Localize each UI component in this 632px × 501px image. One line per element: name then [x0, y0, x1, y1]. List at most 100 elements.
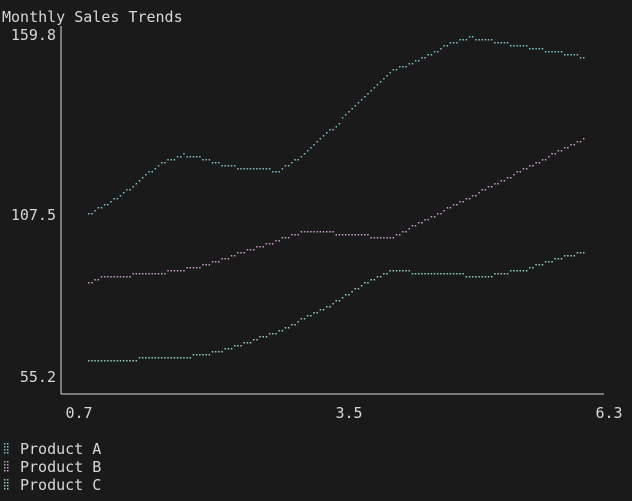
series-product-a — [88, 36, 585, 215]
series-point — [240, 168, 242, 170]
series-point — [532, 267, 534, 269]
series-point — [91, 282, 93, 284]
series-point — [122, 192, 125, 194]
series-point — [287, 237, 290, 239]
series-point — [110, 276, 112, 278]
series-point — [443, 210, 445, 212]
series-point — [329, 231, 331, 233]
series-point — [516, 45, 518, 47]
series-point — [103, 204, 106, 206]
series-point — [306, 315, 309, 317]
series-point — [189, 357, 191, 359]
series-point — [249, 168, 252, 170]
series-point — [437, 213, 439, 215]
series-point — [157, 357, 160, 359]
series-point — [570, 255, 572, 257]
series-point — [97, 279, 99, 281]
series-point — [383, 78, 385, 80]
series-point — [348, 294, 350, 296]
series-point — [532, 165, 534, 167]
series-point — [135, 273, 138, 275]
series-point — [414, 60, 417, 62]
series-point — [313, 144, 315, 146]
series-point — [253, 249, 255, 251]
series-point — [427, 219, 429, 221]
series-point — [510, 270, 512, 272]
series-point — [103, 360, 106, 362]
series-point — [167, 159, 169, 161]
series-product-b — [88, 138, 585, 284]
series-point — [100, 360, 103, 362]
legend-marker-dot — [4, 467, 6, 469]
legend-marker-dot — [4, 488, 6, 490]
series-point — [100, 207, 103, 209]
legend-marker-dot — [4, 446, 6, 448]
legend-marker-dot — [7, 446, 9, 448]
series-point — [386, 237, 388, 239]
series-point — [405, 231, 407, 233]
series-point — [465, 39, 468, 41]
series-point — [348, 111, 350, 113]
series-point — [310, 147, 312, 149]
series-point — [170, 270, 172, 272]
series-point — [297, 159, 299, 161]
series-point — [541, 264, 544, 266]
series-point — [386, 273, 388, 275]
series-point — [300, 231, 303, 233]
series-point — [287, 327, 290, 329]
series-point — [256, 339, 258, 341]
series-point — [551, 261, 553, 263]
series-point — [91, 213, 93, 215]
series-point — [186, 156, 188, 158]
series-point — [237, 168, 239, 170]
series-point — [278, 330, 280, 332]
series-point — [141, 357, 144, 359]
series-point — [113, 360, 115, 362]
series-point — [230, 255, 233, 257]
series-point — [443, 273, 445, 275]
series-point — [91, 360, 93, 362]
series-point — [484, 276, 487, 278]
series-point — [126, 360, 128, 362]
series-point — [551, 51, 553, 53]
series-point — [205, 264, 207, 266]
series-point — [195, 267, 198, 269]
series-point — [88, 360, 90, 362]
series-point — [433, 273, 436, 275]
series-point — [522, 45, 525, 47]
series-point — [503, 42, 506, 44]
series-point — [481, 39, 483, 41]
series-point — [487, 186, 490, 188]
series-point — [389, 270, 391, 272]
series-point — [459, 39, 461, 41]
series-point — [414, 273, 417, 275]
series-point — [221, 165, 223, 167]
series-point — [427, 273, 429, 275]
series-point — [465, 276, 468, 278]
series-point — [468, 36, 471, 38]
series-point — [481, 276, 483, 278]
series-point — [367, 93, 369, 95]
series-point — [278, 171, 280, 173]
legend-marker-dot — [4, 464, 6, 466]
legend-label-product-a: Product A — [20, 440, 101, 458]
series-point — [281, 330, 284, 332]
series-point — [367, 282, 369, 284]
series-point — [437, 273, 439, 275]
series-point — [519, 45, 521, 47]
legend-marker-dot — [7, 452, 9, 454]
series-point — [500, 273, 502, 275]
series-point — [214, 162, 217, 164]
series-point — [151, 357, 153, 359]
series-point — [471, 195, 474, 197]
series-point — [529, 267, 531, 269]
series-point — [129, 360, 131, 362]
series-point — [389, 72, 391, 74]
series-point — [167, 270, 169, 272]
series-point — [145, 357, 147, 359]
series-point — [475, 276, 477, 278]
series-point — [341, 234, 344, 236]
series-point — [246, 342, 249, 344]
series-point — [88, 282, 90, 284]
series-point — [183, 153, 185, 155]
